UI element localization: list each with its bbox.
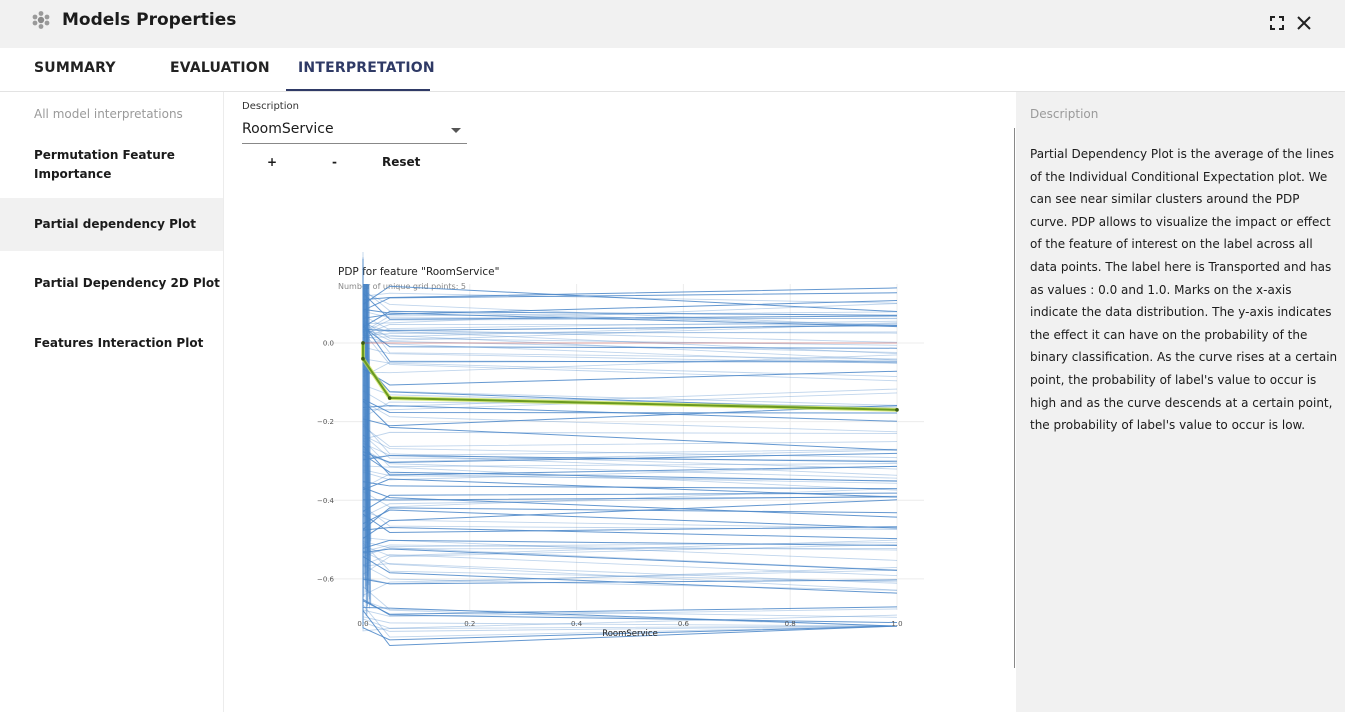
y-tick-label: −0.6 — [317, 575, 335, 583]
ice-line — [362, 609, 898, 647]
reset-button[interactable]: Reset — [382, 155, 421, 169]
panel-divider — [1014, 128, 1015, 668]
brain-icon — [32, 11, 50, 29]
x-tick-label: 0.4 — [571, 620, 583, 628]
feature-select-value: RoomService — [242, 121, 334, 137]
ice-line — [362, 475, 898, 529]
close-icon[interactable] — [1293, 12, 1315, 34]
ice-line — [362, 362, 898, 414]
ice-line — [362, 570, 898, 627]
zoom-in-button[interactable]: + — [267, 155, 278, 169]
sidebar-item-features-interaction-plot[interactable]: Features Interaction Plot — [0, 324, 223, 364]
x-tick-label: 0.8 — [785, 620, 796, 628]
ice-line — [362, 288, 898, 333]
tab-bar: SUMMARY EVALUATION INTERPRETATION — [0, 48, 1345, 92]
feature-select-label: Description — [242, 101, 299, 112]
ice-mark — [364, 283, 366, 581]
ice-line — [362, 388, 898, 422]
ice-mark — [366, 283, 370, 604]
pdp-point — [387, 396, 392, 400]
sidebar-item-label: Partial dependency Plot — [34, 217, 196, 231]
pdp-chart: PDP for feature "RoomService" Number of … — [317, 252, 924, 647]
y-tick-label: 0.0 — [323, 339, 334, 347]
x-axis-label: RoomService — [602, 629, 658, 639]
ice-mark — [368, 283, 372, 542]
window-title: Models Properties — [62, 10, 237, 30]
y-tick-label: −0.4 — [317, 497, 335, 505]
tab-summary[interactable]: SUMMARY — [34, 60, 116, 76]
window-header: Models Properties — [0, 0, 1345, 48]
tab-evaluation[interactable]: EVALUATION — [170, 60, 270, 76]
ice-line — [362, 440, 898, 463]
description-panel: Description Partial Dependency Plot is t… — [1016, 92, 1345, 712]
x-tick-label: 0.0 — [357, 620, 368, 628]
ice-line — [362, 258, 898, 301]
tab-interpretation[interactable]: INTERPRETATION — [298, 60, 435, 76]
sidebar-item-label: Features Interaction Plot — [34, 336, 204, 350]
ice-line — [362, 345, 898, 374]
main-content: Description RoomService + - Reset PDP fo… — [224, 92, 1016, 712]
pdp-line — [362, 342, 898, 411]
x-tick-label: 0.2 — [464, 620, 475, 628]
description-heading: Description — [1030, 107, 1099, 121]
pdp-point — [895, 408, 899, 412]
x-tick-label: 0.6 — [678, 620, 690, 628]
ice-line — [362, 454, 898, 498]
sidebar-item-permutation-feature-importance[interactable]: Permutation Feature Importance — [0, 146, 223, 196]
chevron-down-icon — [451, 128, 461, 133]
sidebar-item-label: Permutation Feature Importance — [34, 148, 175, 181]
ice-line — [362, 424, 898, 447]
active-tab-indicator — [286, 89, 430, 91]
ice-line — [362, 492, 898, 540]
ice-line — [362, 593, 898, 615]
sidebar-heading: All model interpretations — [34, 107, 183, 121]
ice-line — [362, 528, 898, 594]
sidebar-item-partial-dependency-2d-plot[interactable]: Partial Dependency 2D Plot — [0, 264, 223, 304]
sidebar-item-label: Partial Dependency 2D Plot — [34, 276, 220, 290]
description-text: Partial Dependency Plot is the average o… — [1030, 147, 1338, 433]
ice-mark — [362, 283, 366, 576]
fullscreen-icon[interactable] — [1266, 12, 1288, 34]
ice-mark — [364, 283, 367, 593]
ice-line — [362, 543, 898, 576]
zoom-out-button[interactable]: - — [332, 155, 337, 169]
ice-line — [362, 605, 898, 629]
x-tick-label: 1.0 — [891, 620, 902, 628]
ice-line — [362, 252, 898, 326]
pdp-point — [361, 356, 365, 361]
ice-line — [362, 473, 898, 518]
y-tick-label: −0.2 — [317, 418, 334, 426]
sidebar-item-partial-dependency-plot[interactable]: Partial dependency Plot — [0, 198, 223, 251]
chart-title: PDP for feature "RoomService" — [338, 266, 499, 278]
ice-line — [362, 403, 898, 476]
sidebar: All model interpretations Permutation Fe… — [0, 92, 224, 712]
feature-select[interactable]: RoomService — [242, 118, 467, 144]
ice-line — [362, 417, 898, 440]
pdp-point — [361, 341, 365, 345]
ice-line — [362, 422, 898, 476]
ice-line — [362, 407, 898, 470]
